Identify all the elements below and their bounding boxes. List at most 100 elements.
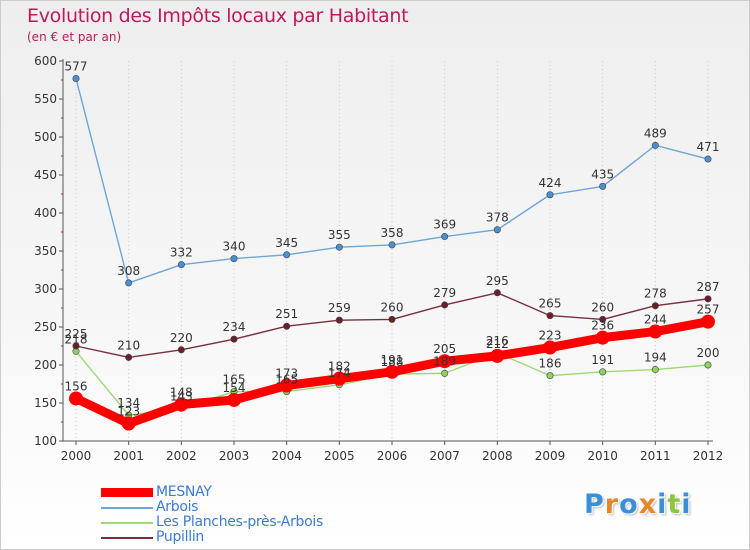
data-label: 369 — [433, 218, 456, 232]
x-tick-label: 2003 — [219, 449, 250, 463]
y-tick-label: 400 — [34, 206, 57, 220]
data-label: 174 — [328, 366, 351, 380]
data-label: 257 — [697, 303, 720, 317]
data-label: 165 — [275, 373, 298, 387]
data-label: 191 — [591, 353, 614, 367]
data-label: 216 — [486, 334, 509, 348]
data-label: 148 — [170, 386, 193, 400]
data-point — [704, 361, 712, 369]
data-label: 265 — [539, 297, 562, 311]
data-label: 358 — [381, 226, 404, 240]
logo-letter: i — [681, 489, 692, 520]
data-label: 244 — [644, 313, 667, 327]
y-tick-label: 150 — [34, 396, 57, 410]
data-label: 251 — [275, 307, 298, 321]
data-label: 577 — [65, 59, 88, 73]
legend-item: Pupillin — [101, 529, 401, 545]
data-point — [332, 371, 347, 386]
logo-letter: r — [604, 489, 620, 520]
logo-letter: o — [619, 489, 639, 520]
data-label: 188 — [381, 355, 404, 369]
data-label: 345 — [275, 236, 298, 250]
data-point — [125, 279, 133, 287]
legend-swatch — [101, 488, 153, 497]
y-tick-label: 350 — [34, 244, 57, 258]
data-point — [72, 74, 80, 82]
legend-item: Arbois — [101, 499, 401, 515]
x-tick-label: 2008 — [482, 449, 513, 463]
data-label: 378 — [486, 211, 509, 225]
data-label: 220 — [170, 331, 193, 345]
x-tick-label: 2005 — [324, 449, 355, 463]
data-label: 165 — [223, 373, 246, 387]
data-label: 154 — [223, 381, 246, 395]
data-point — [441, 301, 449, 309]
x-tick-label: 2006 — [377, 449, 408, 463]
legend-swatch — [101, 507, 153, 509]
data-point — [69, 391, 83, 406]
data-label: 143 — [170, 389, 193, 403]
data-label: 435 — [591, 167, 614, 181]
y-tick-label: 200 — [34, 358, 57, 372]
data-point — [121, 416, 136, 431]
data-point — [648, 324, 663, 339]
data-point — [177, 261, 185, 269]
data-label: 260 — [381, 300, 404, 314]
data-point — [437, 354, 452, 369]
x-tick-label: 2004 — [271, 449, 302, 463]
data-point — [335, 243, 343, 251]
legend-label: Arbois — [156, 499, 199, 515]
legend-label: Les Planches-près-Arbois — [156, 514, 323, 530]
y-tick-label: 300 — [34, 282, 57, 296]
data-point — [704, 155, 712, 163]
data-label: 260 — [591, 300, 614, 314]
data-label: 279 — [433, 286, 456, 300]
data-point — [385, 364, 399, 379]
data-point — [599, 182, 607, 190]
data-point — [599, 315, 607, 323]
x-tick-label: 2007 — [429, 449, 460, 463]
data-label: 194 — [644, 351, 667, 365]
data-point — [230, 335, 238, 343]
logo-letter: t — [667, 489, 682, 520]
x-tick-label: 2010 — [587, 449, 618, 463]
legend-item: Les Planches-près-Arbois — [101, 514, 401, 530]
data-label: 210 — [117, 338, 140, 352]
data-point — [441, 233, 449, 241]
data-point — [335, 316, 343, 324]
y-tick-label: 500 — [34, 130, 57, 144]
data-point — [230, 255, 238, 263]
data-point — [388, 241, 396, 249]
legend-label: Pupillin — [156, 529, 204, 545]
data-point — [704, 295, 712, 303]
legend-swatch — [101, 522, 153, 524]
data-label: 212 — [486, 337, 509, 351]
data-label: 123 — [117, 405, 140, 419]
data-point — [543, 340, 557, 355]
logo-letter: x — [638, 489, 658, 520]
x-tick-label: 2002 — [166, 449, 197, 463]
data-label: 295 — [486, 274, 509, 288]
proxiti-logo: Proxiti — [584, 489, 692, 520]
data-label: 134 — [117, 396, 140, 410]
data-label: 471 — [697, 140, 720, 154]
x-tick-label: 2000 — [61, 449, 92, 463]
data-label: 225 — [65, 327, 88, 341]
data-point — [388, 315, 396, 323]
data-point — [546, 312, 554, 320]
data-point — [283, 251, 291, 259]
data-point — [595, 330, 610, 345]
data-point — [701, 314, 715, 329]
data-point — [227, 392, 241, 407]
data-point — [546, 372, 554, 380]
data-label: 278 — [644, 287, 667, 301]
data-point — [490, 348, 505, 363]
y-tick-label: 100 — [34, 434, 57, 448]
data-point — [72, 342, 80, 350]
data-point — [441, 369, 449, 377]
data-label: 223 — [539, 329, 562, 343]
data-label: 489 — [644, 126, 667, 140]
logo-letter: i — [657, 489, 668, 520]
data-point — [125, 353, 133, 361]
